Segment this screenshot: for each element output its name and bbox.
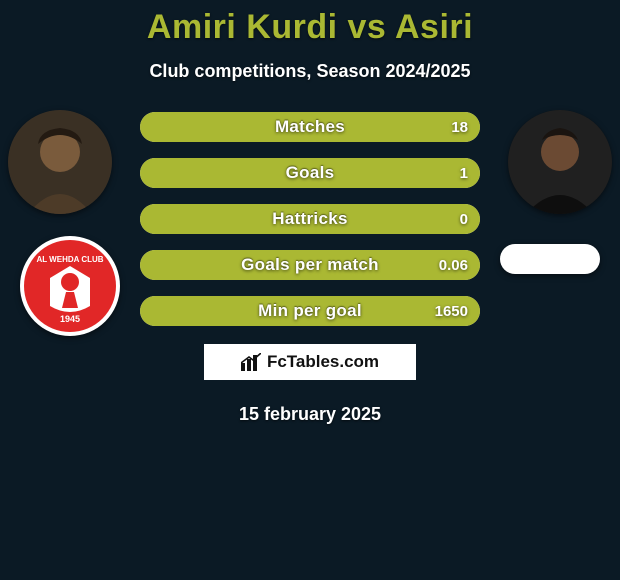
stat-right-value: 1 — [460, 158, 468, 188]
page-subtitle: Club competitions, Season 2024/2025 — [0, 61, 620, 82]
svg-text:1945: 1945 — [60, 314, 80, 324]
stat-label: Goals — [140, 158, 480, 188]
page-title: Amiri Kurdi vs Asiri — [0, 8, 620, 47]
stat-row-goals-per-match: Goals per match 0.06 — [140, 250, 480, 280]
stat-row-goals: Goals 1 — [140, 158, 480, 188]
player-left-column: AL WEHDA CLUB 1945 — [8, 110, 120, 336]
avatar-placeholder-icon — [508, 110, 612, 214]
player-right-avatar — [508, 110, 612, 214]
brand-text: FcTables.com — [267, 352, 379, 372]
stat-right-value: 0.06 — [439, 250, 468, 280]
header: Amiri Kurdi vs Asiri Club competitions, … — [0, 0, 620, 82]
stat-label: Hattricks — [140, 204, 480, 234]
footer-date: 15 february 2025 — [0, 404, 620, 425]
bar-chart-icon — [241, 353, 261, 371]
stat-right-value: 0 — [460, 204, 468, 234]
stat-label: Matches — [140, 112, 480, 142]
stat-row-min-per-goal: Min per goal 1650 — [140, 296, 480, 326]
svg-text:AL WEHDA CLUB: AL WEHDA CLUB — [36, 255, 103, 264]
brand-badge: FcTables.com — [202, 342, 418, 382]
club-badge-icon: AL WEHDA CLUB 1945 — [20, 236, 120, 336]
stat-right-value: 1650 — [435, 296, 468, 326]
player-right-club-blank — [500, 244, 600, 274]
player-left-club-badge: AL WEHDA CLUB 1945 — [20, 236, 120, 336]
player-right-column — [508, 110, 612, 274]
avatar-placeholder-icon — [8, 110, 112, 214]
comparison-panel: AL WEHDA CLUB 1945 Matches 18 — [0, 110, 620, 425]
stat-right-value: 18 — [451, 112, 468, 142]
stat-label: Goals per match — [140, 250, 480, 280]
player-left-avatar — [8, 110, 112, 214]
stat-bars: Matches 18 Goals 1 Hattricks 0 Goals per… — [140, 110, 480, 326]
stat-row-hattricks: Hattricks 0 — [140, 204, 480, 234]
stat-row-matches: Matches 18 — [140, 112, 480, 142]
stat-label: Min per goal — [140, 296, 480, 326]
